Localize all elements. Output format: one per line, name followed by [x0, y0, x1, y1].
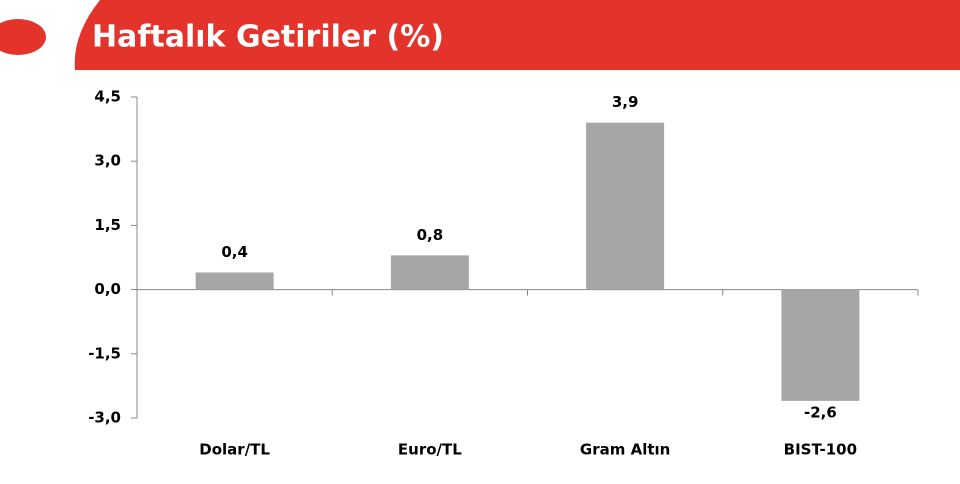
chart-title: Haftalık Getiriler (%) — [92, 20, 444, 55]
x-tick-label: Gram Altın — [580, 441, 670, 459]
bar — [195, 272, 274, 290]
x-tick-label: Euro/TL — [398, 441, 462, 459]
bar — [781, 289, 860, 401]
banner-dot — [0, 19, 46, 55]
value-label: 0,4 — [221, 243, 248, 261]
x-tick-label: Dolar/TL — [199, 441, 270, 459]
x-tick-label: BIST-100 — [784, 441, 857, 459]
y-tick-label: -3,0 — [88, 409, 121, 427]
value-label: 0,8 — [417, 226, 444, 244]
bar — [586, 122, 665, 290]
banner — [74, 0, 960, 70]
value-label: -2,6 — [804, 403, 837, 421]
y-tick-label: 1,5 — [94, 216, 121, 234]
y-tick-label: 0,0 — [94, 280, 121, 298]
y-tick-label: 3,0 — [94, 152, 121, 170]
y-tick-label: 4,5 — [94, 88, 121, 106]
bar — [390, 255, 469, 290]
value-label: 3,9 — [612, 93, 639, 111]
y-tick-label: -1,5 — [88, 344, 121, 362]
